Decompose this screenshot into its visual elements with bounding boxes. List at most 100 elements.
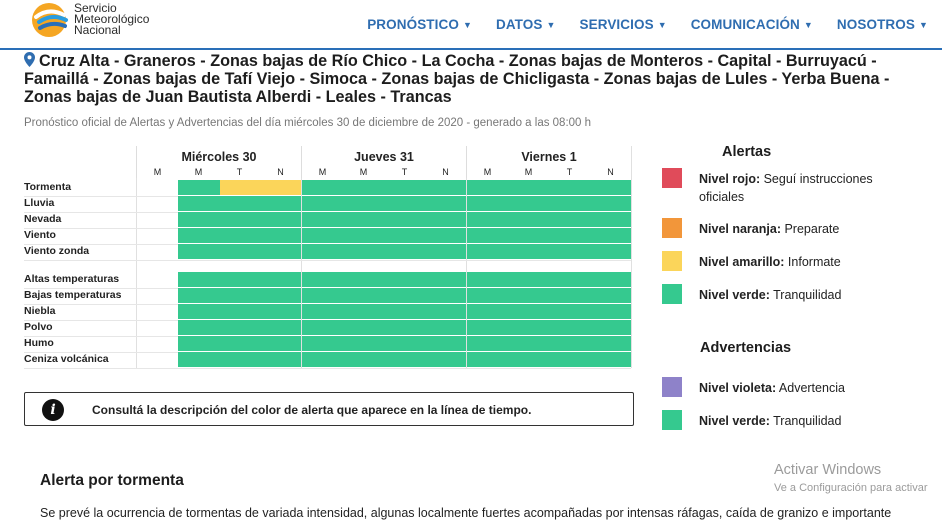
alert-level-cell[interactable] <box>467 272 509 287</box>
alert-level-cell[interactable] <box>425 288 466 303</box>
alert-level-cell[interactable] <box>425 228 466 243</box>
alert-level-cell[interactable] <box>549 304 591 319</box>
alert-level-cell[interactable] <box>219 320 261 335</box>
alert-level-cell[interactable] <box>549 336 591 351</box>
alert-level-cell[interactable] <box>219 304 261 319</box>
alert-level-cell[interactable] <box>219 228 261 243</box>
alert-level-cell[interactable] <box>590 336 631 351</box>
alert-level-cell[interactable] <box>302 244 344 259</box>
alert-level-cell[interactable] <box>302 228 344 243</box>
alert-level-cell[interactable] <box>467 352 509 367</box>
alert-level-cell[interactable] <box>260 180 301 195</box>
alert-level-cell[interactable] <box>384 212 426 227</box>
alert-level-cell[interactable] <box>467 244 509 259</box>
alert-level-cell[interactable] <box>178 336 220 351</box>
alert-level-cell[interactable] <box>425 304 466 319</box>
alert-level-cell[interactable] <box>384 320 426 335</box>
alert-level-cell[interactable] <box>590 212 631 227</box>
alert-level-cell[interactable] <box>343 196 385 211</box>
alert-level-cell[interactable] <box>343 336 385 351</box>
alert-level-cell[interactable] <box>508 336 550 351</box>
alert-level-cell[interactable] <box>178 320 220 335</box>
alert-level-cell[interactable] <box>260 304 301 319</box>
alert-level-cell[interactable] <box>178 304 220 319</box>
alert-level-cell[interactable] <box>302 196 344 211</box>
alert-level-cell[interactable] <box>590 272 631 287</box>
alert-level-cell[interactable] <box>549 180 591 195</box>
alert-level-cell[interactable] <box>549 352 591 367</box>
alert-level-cell[interactable] <box>384 336 426 351</box>
alert-level-cell[interactable] <box>467 304 509 319</box>
alert-level-cell[interactable] <box>508 352 550 367</box>
alert-level-cell[interactable] <box>425 244 466 259</box>
alert-level-cell[interactable] <box>302 352 344 367</box>
alert-level-cell[interactable] <box>590 288 631 303</box>
alert-level-cell[interactable] <box>219 352 261 367</box>
nav-datos[interactable]: DATOS ▼ <box>496 17 556 32</box>
alert-level-cell[interactable] <box>425 352 466 367</box>
alert-level-cell[interactable] <box>590 352 631 367</box>
alert-level-cell[interactable] <box>590 304 631 319</box>
alert-level-cell[interactable] <box>549 212 591 227</box>
alert-level-cell[interactable] <box>260 320 301 335</box>
alert-level-cell[interactable] <box>590 196 631 211</box>
alert-level-cell[interactable] <box>178 180 220 195</box>
alert-level-cell[interactable] <box>508 196 550 211</box>
alert-level-cell[interactable] <box>219 336 261 351</box>
alert-level-cell[interactable] <box>425 272 466 287</box>
alert-level-cell[interactable] <box>178 352 220 367</box>
alert-level-cell[interactable] <box>302 320 344 335</box>
nav-servicios[interactable]: SERVICIOS ▼ <box>580 17 667 32</box>
alert-level-cell[interactable] <box>260 336 301 351</box>
alert-level-cell[interactable] <box>590 320 631 335</box>
alert-level-cell[interactable] <box>178 228 220 243</box>
alert-level-cell[interactable] <box>219 180 261 195</box>
nav-comunicacion[interactable]: COMUNICACIÓN ▼ <box>691 17 813 32</box>
nav-pronostico[interactable]: PRONÓSTICO ▼ <box>367 17 472 32</box>
alert-level-cell[interactable] <box>508 272 550 287</box>
alert-level-cell[interactable] <box>178 288 220 303</box>
alert-level-cell[interactable] <box>260 196 301 211</box>
alert-level-cell[interactable] <box>302 304 344 319</box>
alert-level-cell[interactable] <box>467 196 509 211</box>
alert-level-cell[interactable] <box>384 304 426 319</box>
alert-level-cell[interactable] <box>343 180 385 195</box>
alert-level-cell[interactable] <box>425 180 466 195</box>
alert-level-cell[interactable] <box>302 212 344 227</box>
alert-level-cell[interactable] <box>467 288 509 303</box>
alert-level-cell[interactable] <box>260 288 301 303</box>
alert-level-cell[interactable] <box>508 320 550 335</box>
alert-level-cell[interactable] <box>302 288 344 303</box>
alert-level-cell[interactable] <box>219 244 261 259</box>
alert-level-cell[interactable] <box>549 244 591 259</box>
alert-level-cell[interactable] <box>467 336 509 351</box>
alert-level-cell[interactable] <box>425 320 466 335</box>
alert-level-cell[interactable] <box>508 180 550 195</box>
alert-level-cell[interactable] <box>343 212 385 227</box>
alert-level-cell[interactable] <box>260 272 301 287</box>
alert-level-cell[interactable] <box>178 244 220 259</box>
alert-level-cell[interactable] <box>590 228 631 243</box>
alert-level-cell[interactable] <box>219 212 261 227</box>
alert-level-cell[interactable] <box>549 288 591 303</box>
alert-level-cell[interactable] <box>467 180 509 195</box>
alert-level-cell[interactable] <box>343 272 385 287</box>
alert-level-cell[interactable] <box>425 336 466 351</box>
alert-level-cell[interactable] <box>178 272 220 287</box>
alert-level-cell[interactable] <box>343 304 385 319</box>
alert-level-cell[interactable] <box>343 244 385 259</box>
alert-level-cell[interactable] <box>425 212 466 227</box>
alert-level-cell[interactable] <box>384 352 426 367</box>
alert-level-cell[interactable] <box>508 228 550 243</box>
alert-level-cell[interactable] <box>302 336 344 351</box>
alert-level-cell[interactable] <box>549 196 591 211</box>
alert-level-cell[interactable] <box>508 304 550 319</box>
alert-level-cell[interactable] <box>425 196 466 211</box>
alert-level-cell[interactable] <box>219 196 261 211</box>
alert-level-cell[interactable] <box>467 228 509 243</box>
alert-level-cell[interactable] <box>343 228 385 243</box>
alert-level-cell[interactable] <box>260 228 301 243</box>
alert-level-cell[interactable] <box>343 352 385 367</box>
alert-level-cell[interactable] <box>384 228 426 243</box>
alert-level-cell[interactable] <box>508 212 550 227</box>
